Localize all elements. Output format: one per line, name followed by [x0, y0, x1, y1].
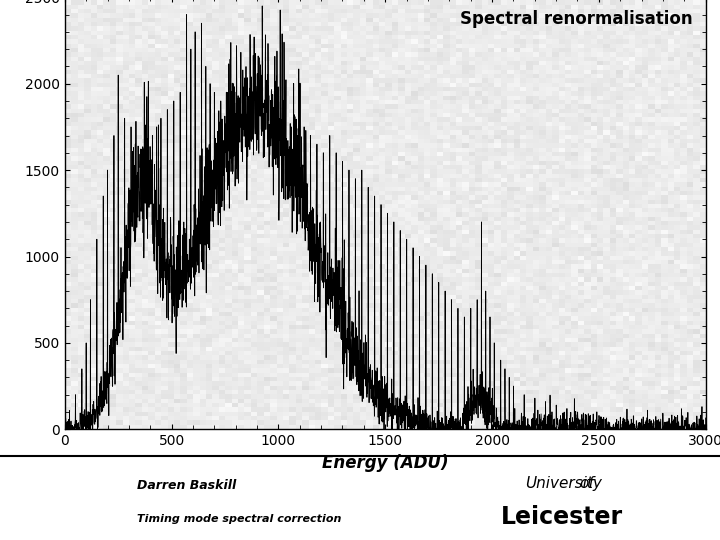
Text: Darren Baskill: Darren Baskill — [137, 479, 236, 492]
Text: Leicester: Leicester — [500, 504, 623, 529]
Text: Spectral renormalisation: Spectral renormalisation — [460, 10, 693, 28]
Text: of: of — [580, 476, 594, 490]
Text: University: University — [526, 476, 603, 490]
Text: Timing mode spectral correction: Timing mode spectral correction — [137, 514, 341, 524]
X-axis label: Energy (ADU): Energy (ADU) — [322, 454, 449, 472]
